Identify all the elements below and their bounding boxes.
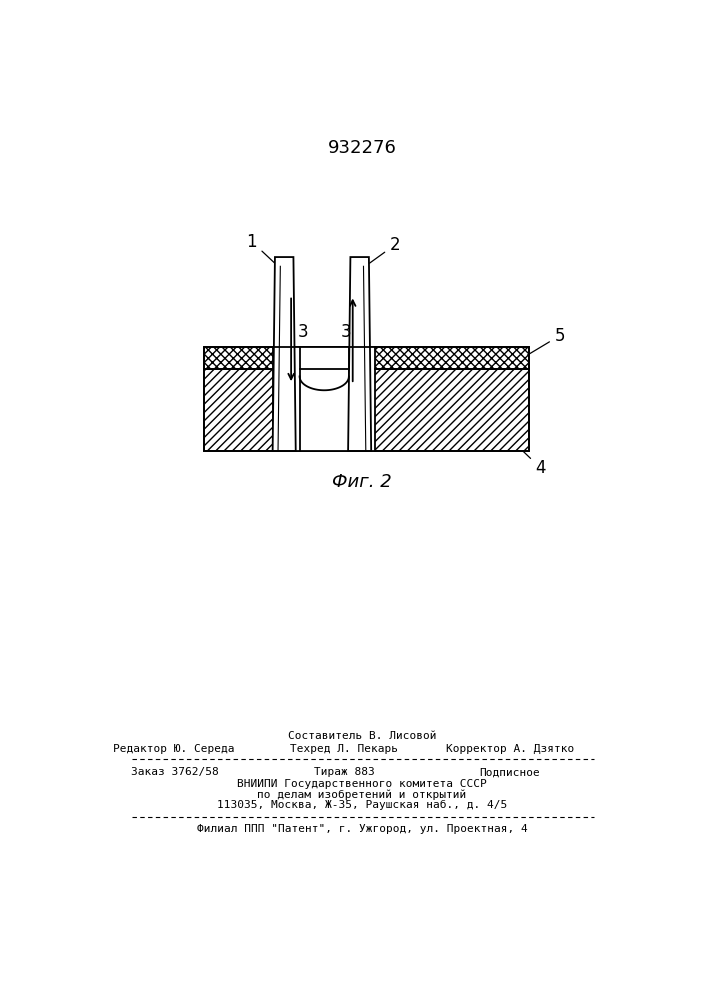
Text: 113035, Москва, Ж-35, Раушская наб., д. 4/5: 113035, Москва, Ж-35, Раушская наб., д. … <box>217 800 507 810</box>
Text: Тираж 883: Тираж 883 <box>314 767 375 777</box>
Bar <box>274 347 300 451</box>
Text: 3: 3 <box>341 323 351 341</box>
Text: Подписное: Подписное <box>479 767 540 777</box>
Bar <box>349 347 375 451</box>
Bar <box>300 347 349 369</box>
Polygon shape <box>273 257 296 451</box>
Text: Филиал ППП "Патент", г. Ужгород, ул. Проектная, 4: Филиал ППП "Патент", г. Ужгород, ул. Про… <box>197 824 527 834</box>
Bar <box>204 369 529 451</box>
Text: Фиг. 2: Фиг. 2 <box>332 473 392 491</box>
Text: Заказ 3762/58: Заказ 3762/58 <box>131 767 218 777</box>
Bar <box>204 347 529 369</box>
Text: Составитель В. Лисовой: Составитель В. Лисовой <box>288 731 436 741</box>
Text: Редактор Ю. Середа: Редактор Ю. Середа <box>112 744 234 754</box>
Text: по делам изобретений и открытий: по делам изобретений и открытий <box>257 789 467 800</box>
Text: 1: 1 <box>247 233 274 263</box>
Polygon shape <box>348 257 371 451</box>
Text: Техред Л. Пекарь: Техред Л. Пекарь <box>291 744 398 754</box>
Text: ВНИИПИ Государственного комитета СССР: ВНИИПИ Государственного комитета СССР <box>237 779 487 789</box>
Text: 932276: 932276 <box>327 139 397 157</box>
Text: 2: 2 <box>370 236 400 263</box>
Text: Корректор А. Дзятко: Корректор А. Дзятко <box>445 744 574 754</box>
Text: 4: 4 <box>523 451 546 477</box>
Text: 5: 5 <box>527 327 565 355</box>
Bar <box>300 369 349 451</box>
Text: 3: 3 <box>298 323 308 341</box>
Bar <box>204 347 529 451</box>
